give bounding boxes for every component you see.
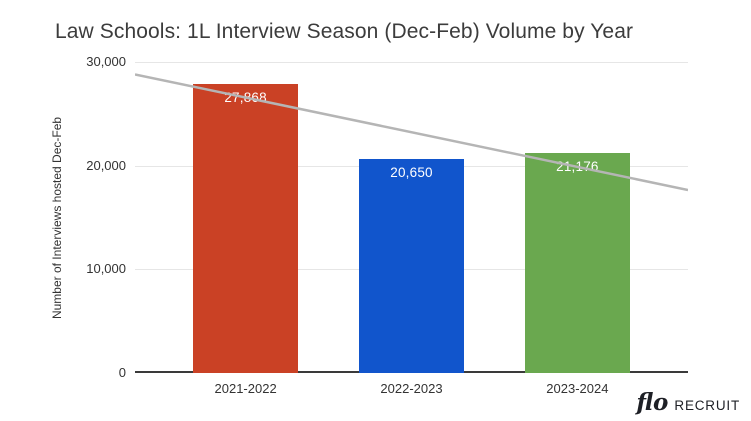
y-axis: 0 10,000 20,000 30,000	[0, 54, 126, 380]
bar-2022-2023: 20,650	[359, 158, 464, 373]
bar-2023-2024: 21,176	[524, 153, 630, 373]
plot-area: 27,868 20,650 21,176	[135, 62, 688, 373]
chart-title: Law Schools: 1L Interview Season (Dec-Fe…	[55, 20, 634, 43]
y-tick-label: 30,000	[86, 54, 126, 69]
y-tick-label: 0	[118, 365, 126, 380]
flo-logo-script: flo	[636, 389, 669, 416]
flo-recruit-logo: flo RECRUIT	[636, 391, 740, 414]
x-category-label: 2023-2024	[546, 381, 609, 396]
x-category-label: 2022-2023	[380, 381, 443, 396]
bar-value-label: 21,176	[556, 159, 599, 175]
x-category-label: 2021-2022	[214, 381, 277, 396]
y-tick-label: 10,000	[86, 261, 126, 277]
flo-logo-wordmark: RECRUIT	[674, 398, 740, 413]
bar-value-label: 27,868	[224, 90, 267, 106]
y-tick-label: 20,000	[86, 157, 126, 173]
bar-value-label: 20,650	[390, 164, 433, 180]
gridline	[135, 62, 688, 63]
bar-2021-2022: 27,868	[193, 84, 299, 373]
x-axis: 2021-2022 2022-2023 2023-2024	[135, 381, 688, 399]
